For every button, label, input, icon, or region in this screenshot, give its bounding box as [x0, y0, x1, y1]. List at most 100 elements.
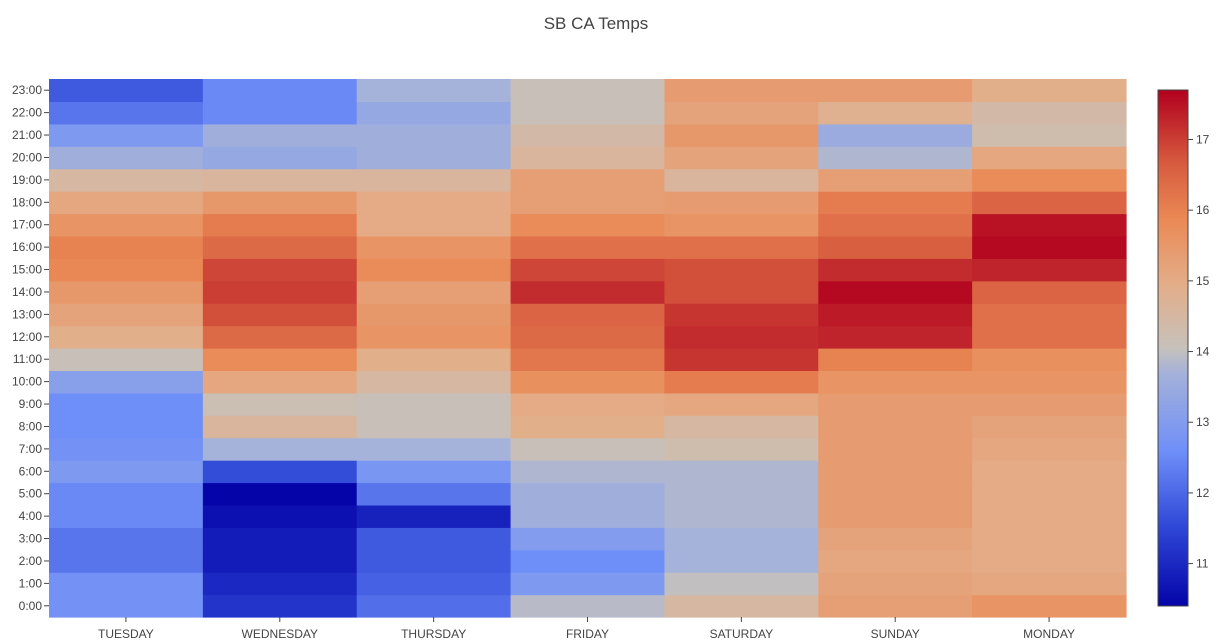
- heatmap-cell: [818, 437, 973, 461]
- heatmap-cell: [818, 280, 973, 304]
- heatmap-cell: [510, 437, 666, 461]
- heatmap-cell: [202, 460, 358, 484]
- x-tick-label: SATURDAY: [710, 627, 774, 641]
- x-tick-label: MONDAY: [1023, 627, 1075, 641]
- heatmap-cell: [202, 392, 358, 416]
- heatmap-cell: [356, 437, 512, 461]
- y-tick-label: 3:00: [19, 532, 43, 546]
- y-tick-label: 16:00: [12, 240, 42, 254]
- heatmap-cell: [356, 303, 512, 327]
- heatmap-cell: [972, 482, 1127, 506]
- heatmap-cell: [510, 594, 666, 618]
- heatmap-cell: [972, 437, 1127, 461]
- heatmap-cell: [49, 258, 204, 282]
- y-tick-label: 10:00: [12, 375, 42, 389]
- heatmap-cell: [49, 348, 204, 372]
- heatmap-cell: [356, 101, 512, 125]
- heatmap-cell: [664, 123, 819, 147]
- heatmap-cell: [510, 146, 666, 170]
- heatmap-cell: [202, 527, 358, 551]
- heatmap-cell: [664, 79, 819, 103]
- heatmap-cell: [818, 325, 973, 349]
- heatmap-cell: [49, 101, 204, 125]
- heatmap-cell: [972, 146, 1127, 170]
- heatmap-cell: [510, 370, 666, 394]
- heatmap-cell: [818, 572, 973, 596]
- heatmap-cell: [972, 235, 1127, 259]
- heatmap-cell: [510, 191, 666, 215]
- heatmap-cell: [664, 348, 819, 372]
- heatmap-cell: [356, 482, 512, 506]
- heatmap-cell: [49, 437, 204, 461]
- heatmap-cell: [202, 325, 358, 349]
- heatmap-cell: [664, 325, 819, 349]
- heatmap-cell: [818, 370, 973, 394]
- heatmap-cell: [49, 527, 204, 551]
- heatmap-cell: [972, 460, 1127, 484]
- y-tick-label: 4:00: [19, 509, 43, 523]
- heatmap-cell: [510, 549, 666, 573]
- heatmap-cell: [664, 213, 819, 237]
- heatmap-cell: [818, 527, 973, 551]
- heatmap-cell: [49, 79, 204, 103]
- y-tick-label: 6:00: [19, 464, 43, 478]
- heatmap-cell: [202, 213, 358, 237]
- heatmap-cell: [818, 482, 973, 506]
- heatmap-cell: [49, 549, 204, 573]
- x-tick-label: TUESDAY: [98, 627, 154, 641]
- heatmap-cell: [818, 303, 973, 327]
- y-tick-label: 22:00: [12, 106, 42, 120]
- y-tick-label: 17:00: [12, 218, 42, 232]
- x-axis-ticks: TUESDAY WEDNESDAY THURSDAY FRIDAY SATURDAY SU…: [98, 617, 1075, 641]
- heatmap-cell: [356, 280, 512, 304]
- colorbar-gradient: [1157, 89, 1189, 607]
- heatmap-cell: [972, 415, 1127, 439]
- heatmap-cell: [356, 392, 512, 416]
- heatmap-cell: [202, 549, 358, 573]
- heatmap-cell: [49, 572, 204, 596]
- heatmap-cell: [972, 213, 1127, 237]
- heatmap-cell: [202, 101, 358, 125]
- heatmap-cell: [510, 415, 666, 439]
- heatmap-cell: [49, 482, 204, 506]
- y-tick-label: 20:00: [12, 150, 42, 164]
- heatmap-cell: [49, 123, 204, 147]
- heatmap-cell: [202, 146, 358, 170]
- y-tick-label: 0:00: [19, 599, 43, 613]
- heatmap-cell: [49, 594, 204, 618]
- heatmap-cell: [664, 235, 819, 259]
- heatmap-cell: [510, 572, 666, 596]
- heatmap-cell: [49, 392, 204, 416]
- heatmap-cell: [49, 460, 204, 484]
- heatmap-cell: [510, 280, 666, 304]
- heatmap-cell: [972, 594, 1127, 618]
- heatmap-cell: [664, 415, 819, 439]
- heatmap-cell: [972, 303, 1127, 327]
- heatmap-cell: [356, 235, 512, 259]
- heatmap-cell: [664, 280, 819, 304]
- heatmap-cell: [356, 348, 512, 372]
- heatmap-cell: [818, 146, 973, 170]
- heatmap-cell: [202, 415, 358, 439]
- heatmap-cell: [510, 392, 666, 416]
- heatmap-cell: [49, 280, 204, 304]
- heatmap-cell: [356, 213, 512, 237]
- heatmap-cell: [818, 258, 973, 282]
- colorbar-tick-label: 13: [1196, 415, 1210, 429]
- heatmap-cell: [202, 303, 358, 327]
- y-tick-label: 18:00: [12, 195, 42, 209]
- heatmap-cell: [664, 437, 819, 461]
- heatmap-cell: [356, 146, 512, 170]
- heatmap-cell: [972, 123, 1127, 147]
- heatmap-cell: [510, 79, 666, 103]
- heatmap-cell: [664, 594, 819, 618]
- heatmap-cell: [510, 258, 666, 282]
- y-tick-label: 8:00: [19, 419, 43, 433]
- x-tick-label: WEDNESDAY: [242, 627, 318, 641]
- heatmap-cell: [202, 280, 358, 304]
- y-tick-label: 23:00: [12, 83, 42, 97]
- x-tick-label: FRIDAY: [566, 627, 609, 641]
- heatmap-cell: [664, 504, 819, 528]
- heatmap-cell: [664, 392, 819, 416]
